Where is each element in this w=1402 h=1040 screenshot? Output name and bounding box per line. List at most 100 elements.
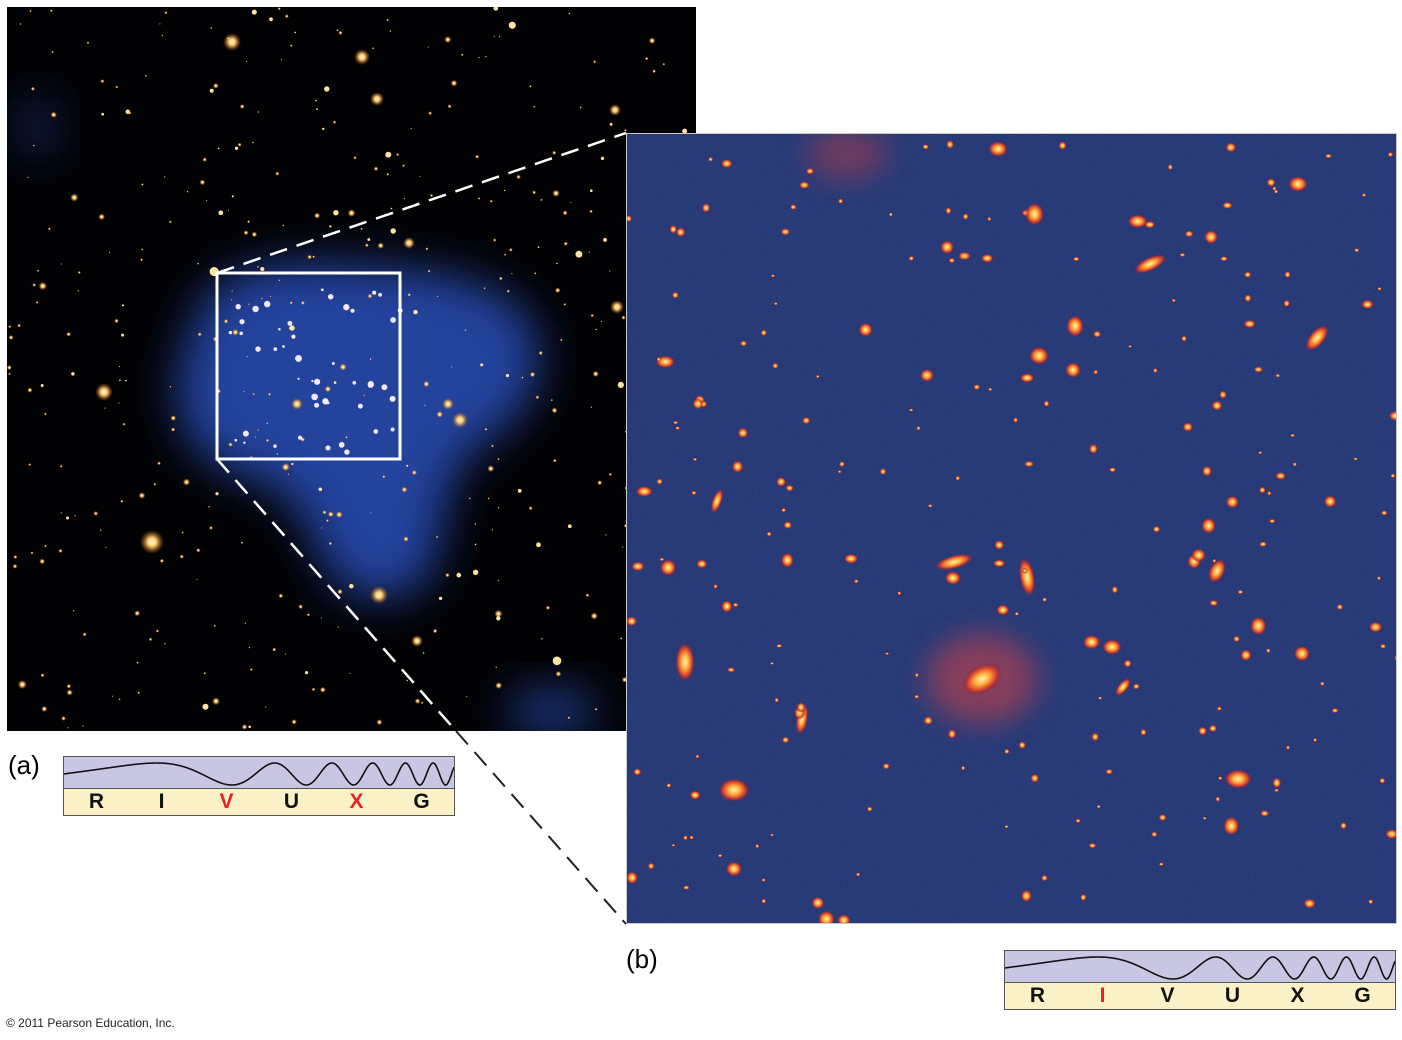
galaxy — [1293, 645, 1311, 662]
galaxy — [811, 896, 825, 910]
galaxy — [1019, 373, 1035, 383]
galaxy — [631, 561, 645, 572]
galaxy — [858, 322, 873, 337]
star — [140, 248, 144, 251]
galaxy — [958, 251, 971, 261]
star — [305, 671, 309, 675]
cluster-galaxy — [357, 403, 363, 409]
band-u: U — [1224, 984, 1241, 1007]
galaxy — [1153, 368, 1158, 373]
star — [29, 9, 32, 13]
cluster-galaxy — [320, 288, 324, 292]
star — [652, 69, 657, 74]
galaxy — [944, 571, 962, 585]
galaxy — [696, 559, 708, 569]
galaxy — [1290, 433, 1296, 438]
galaxy — [647, 862, 655, 870]
star — [419, 175, 421, 178]
star — [590, 612, 598, 620]
galaxy — [1201, 465, 1212, 477]
star — [208, 525, 213, 530]
cluster-galaxy — [314, 378, 321, 385]
galaxy — [718, 778, 750, 802]
star — [320, 527, 323, 529]
star — [497, 506, 500, 509]
galaxy — [1273, 189, 1279, 194]
galaxy — [988, 387, 993, 392]
cluster-galaxy — [243, 441, 246, 444]
galaxy — [955, 475, 961, 481]
star — [313, 212, 321, 219]
galaxy — [1140, 728, 1147, 736]
galaxy — [1123, 659, 1132, 668]
star — [367, 293, 373, 299]
star — [414, 698, 421, 704]
star — [477, 56, 480, 59]
galaxy — [1208, 724, 1218, 733]
star — [231, 290, 233, 292]
galaxy — [1042, 597, 1047, 602]
star — [93, 511, 99, 516]
galaxy — [884, 652, 890, 656]
star — [487, 465, 495, 473]
galaxy — [675, 426, 681, 430]
galaxy — [1132, 683, 1140, 690]
star — [436, 295, 439, 298]
star — [66, 683, 72, 689]
galaxy — [710, 488, 724, 514]
galaxy — [1021, 567, 1029, 574]
star — [111, 695, 114, 698]
cluster-galaxy — [390, 427, 395, 432]
star — [354, 49, 370, 65]
star — [148, 637, 153, 642]
star — [244, 622, 247, 625]
star — [252, 392, 255, 396]
star — [275, 171, 280, 176]
star — [316, 108, 318, 110]
galaxy — [1212, 558, 1217, 563]
star — [50, 111, 57, 119]
galaxy — [992, 559, 1006, 568]
star — [27, 176, 29, 179]
star — [265, 438, 270, 443]
cluster-galaxy — [327, 293, 334, 300]
galaxy — [1082, 634, 1101, 650]
star — [508, 21, 516, 29]
galaxy — [1240, 649, 1252, 662]
star — [333, 209, 339, 216]
star — [230, 298, 233, 301]
star — [209, 88, 214, 93]
star — [442, 398, 454, 410]
star — [585, 593, 590, 598]
star — [508, 247, 513, 252]
galaxy — [1354, 248, 1360, 253]
star — [588, 251, 591, 254]
star — [205, 199, 208, 202]
galaxy — [713, 584, 718, 589]
galaxy — [1158, 814, 1167, 821]
galaxy — [1018, 557, 1036, 597]
star — [428, 111, 433, 116]
galaxy — [1024, 202, 1045, 226]
star — [493, 35, 496, 38]
galaxy — [692, 457, 698, 462]
star — [82, 725, 84, 727]
galaxy — [725, 861, 743, 877]
star — [43, 544, 47, 548]
star — [282, 224, 285, 227]
galaxy — [1133, 254, 1167, 274]
galaxy — [1323, 495, 1337, 508]
galaxy — [796, 702, 806, 713]
galaxy — [1152, 525, 1161, 533]
galaxy — [1216, 706, 1222, 711]
galaxy — [996, 604, 1010, 616]
star — [125, 379, 127, 382]
star — [608, 472, 612, 477]
star — [364, 243, 369, 248]
star — [212, 82, 219, 89]
galaxy — [1253, 366, 1263, 373]
galaxy — [1204, 230, 1218, 244]
galaxy — [656, 478, 663, 485]
star — [360, 227, 363, 231]
galaxy — [1179, 252, 1186, 257]
